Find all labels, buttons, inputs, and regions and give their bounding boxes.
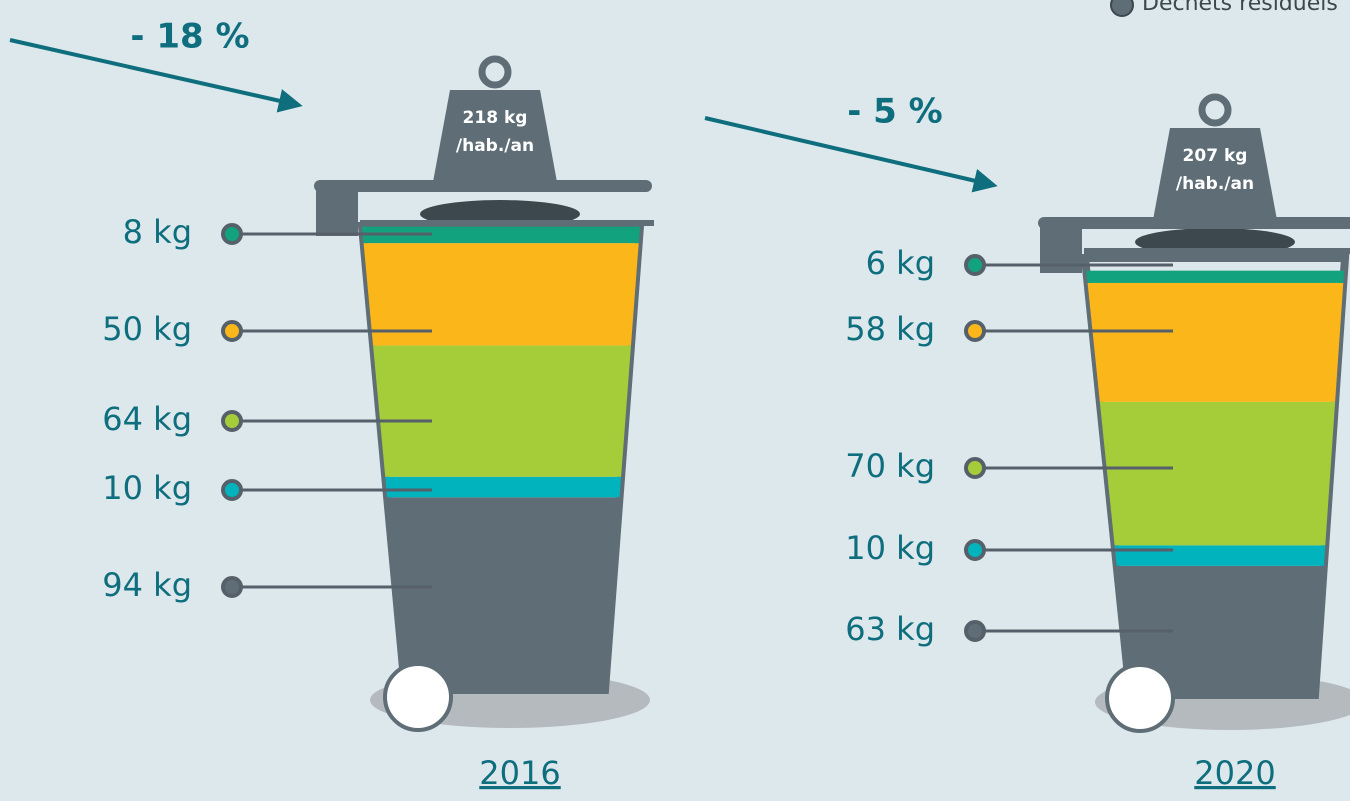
weight [433,90,557,182]
lid [314,180,652,192]
dot [964,320,986,342]
segment-label: 64 kg [102,400,192,438]
weight [1153,128,1277,220]
year: 2020 [1194,754,1275,792]
segment [1085,401,1345,546]
arrow [9,38,303,113]
legend-label: Déchets résiduels [1142,0,1338,16]
segment-label: 70 kg [845,447,935,485]
segment-label: 50 kg [102,310,192,348]
wheel [1105,663,1175,733]
dot [221,320,243,342]
segment [362,243,640,346]
dot [221,410,243,432]
segment-label: 8 kg [123,213,192,251]
dot [964,539,986,561]
wheel [383,662,453,732]
weight-ring [1198,93,1232,127]
segment [362,497,640,690]
dot [221,223,243,245]
rim [1084,248,1350,254]
legend-swatch [1110,0,1134,17]
handle [316,188,358,236]
dot [221,576,243,598]
total-label: 207 kg [1183,146,1248,166]
segment [362,345,640,477]
arrow [704,116,998,193]
weight-ring [478,55,512,89]
segment [1085,282,1345,402]
year: 2016 [479,754,560,792]
lid [1038,217,1350,229]
segment [362,476,640,498]
dot [221,479,243,501]
segment-label: 58 kg [845,310,935,348]
segment [1085,270,1345,283]
dot [964,254,986,276]
total-label: 218 kg [463,108,528,128]
segment-label: 6 kg [866,244,935,282]
segment-label: 63 kg [845,610,935,648]
reduction: - 5 % [847,92,943,132]
segment-label: 10 kg [845,529,935,567]
segment-label: 94 kg [102,566,192,604]
segment [362,226,640,244]
total-label: /hab./an [456,136,534,156]
total-label: /hab./an [1176,174,1254,194]
segment [1085,545,1345,566]
bin-body [362,226,640,690]
segment-label: 10 kg [102,469,192,507]
dot [964,620,986,642]
dot [964,457,986,479]
reduction: - 18 % [130,17,249,57]
